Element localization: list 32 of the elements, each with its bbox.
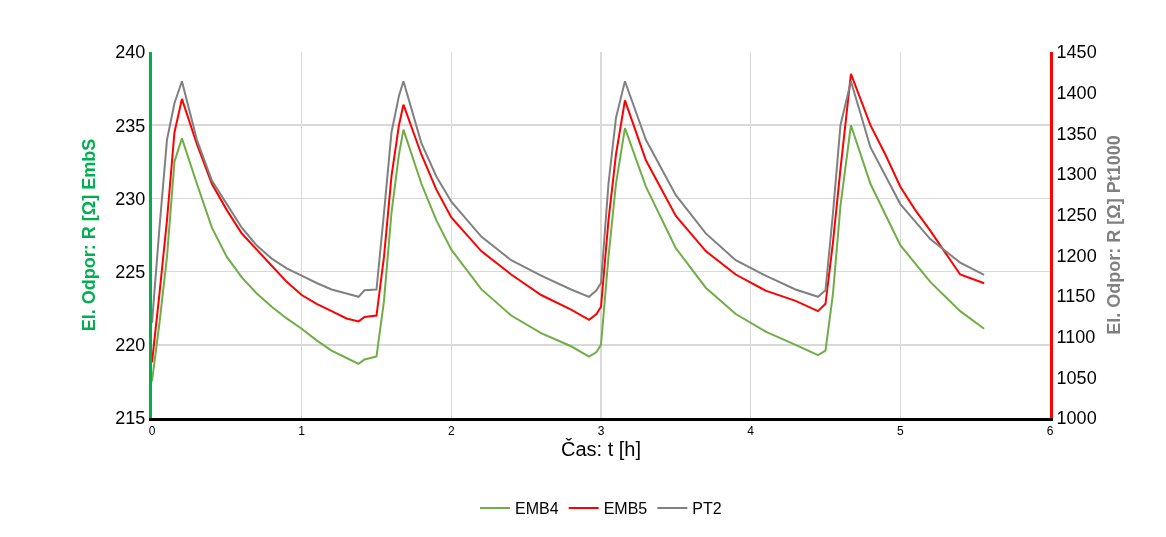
legend-label: PT2 [692,500,722,518]
y2-tick-label: 1100 [1056,326,1096,347]
x-tick-label: 4 [747,424,755,439]
line-series [152,124,986,383]
y-tick-label: 215 [115,408,146,429]
x-tick-label: 2 [447,424,455,439]
y-tick-label: 220 [115,335,146,356]
y-tick-label: 225 [115,261,146,282]
y2-tick-label: 1000 [1056,408,1097,429]
legend-label: EMB5 [603,500,648,518]
y2-tick-label: 1200 [1056,245,1097,266]
y2-tick-label: 1300 [1056,164,1097,185]
y-tick-label: 235 [115,115,146,136]
y-axis-title: El. Odpor: R [Ω] EmbS [78,138,99,332]
y2-tick-label: 1400 [1056,82,1097,103]
y2-tick-label: 1350 [1056,123,1097,144]
line-series [152,80,986,324]
x-tick-label: 3 [597,424,605,439]
y2-tick-label: 1050 [1056,367,1097,388]
x-tick-label: 0 [148,424,156,439]
y2-tick-label: 1150 [1056,286,1096,307]
x-tick-label: 1 [298,424,306,439]
x-axis-title: Čas: t [h] [560,438,642,461]
line-series [152,72,986,364]
y2-axis-title: El. Odpor: R [Ω] Pt1000 [1103,135,1124,335]
x-tick-label: 6 [1046,424,1054,439]
y-tick-label: 230 [115,188,146,209]
y2-tick-label: 1450 [1056,42,1097,63]
legend-label: EMB4 [515,500,559,518]
y-tick-label: 240 [115,42,146,63]
x-tick-label: 5 [896,424,904,439]
y2-tick-label: 1250 [1056,204,1097,225]
